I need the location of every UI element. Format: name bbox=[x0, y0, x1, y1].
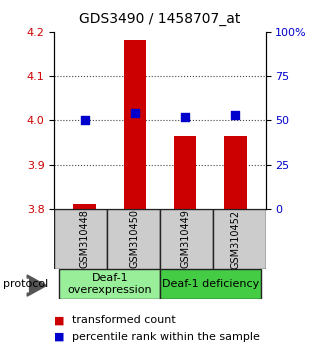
Text: protocol: protocol bbox=[3, 279, 48, 289]
Bar bbox=[73, 204, 96, 209]
Text: GSM310450: GSM310450 bbox=[130, 210, 140, 268]
Point bbox=[183, 114, 188, 120]
Text: ■: ■ bbox=[54, 332, 65, 342]
FancyArrow shape bbox=[27, 275, 46, 296]
Text: transformed count: transformed count bbox=[72, 315, 176, 325]
Point bbox=[233, 112, 238, 118]
Text: Deaf-1
overexpression: Deaf-1 overexpression bbox=[68, 273, 152, 295]
Bar bbox=[224, 136, 247, 209]
Text: GSM310448: GSM310448 bbox=[80, 210, 90, 268]
Text: Deaf-1 deficiency: Deaf-1 deficiency bbox=[162, 279, 259, 289]
Bar bbox=[213, 209, 266, 269]
Point bbox=[82, 118, 87, 123]
Text: ■: ■ bbox=[54, 315, 65, 325]
Bar bbox=[160, 209, 213, 269]
Bar bbox=[124, 40, 146, 209]
Bar bbox=[174, 136, 196, 209]
Bar bbox=[60, 269, 160, 299]
Bar bbox=[160, 269, 260, 299]
Text: GSM310449: GSM310449 bbox=[180, 210, 190, 268]
Point bbox=[132, 110, 137, 116]
Bar bbox=[107, 209, 160, 269]
Text: GSM310452: GSM310452 bbox=[230, 209, 240, 269]
Text: percentile rank within the sample: percentile rank within the sample bbox=[72, 332, 260, 342]
Bar bbox=[54, 209, 107, 269]
Text: GDS3490 / 1458707_at: GDS3490 / 1458707_at bbox=[79, 12, 241, 27]
